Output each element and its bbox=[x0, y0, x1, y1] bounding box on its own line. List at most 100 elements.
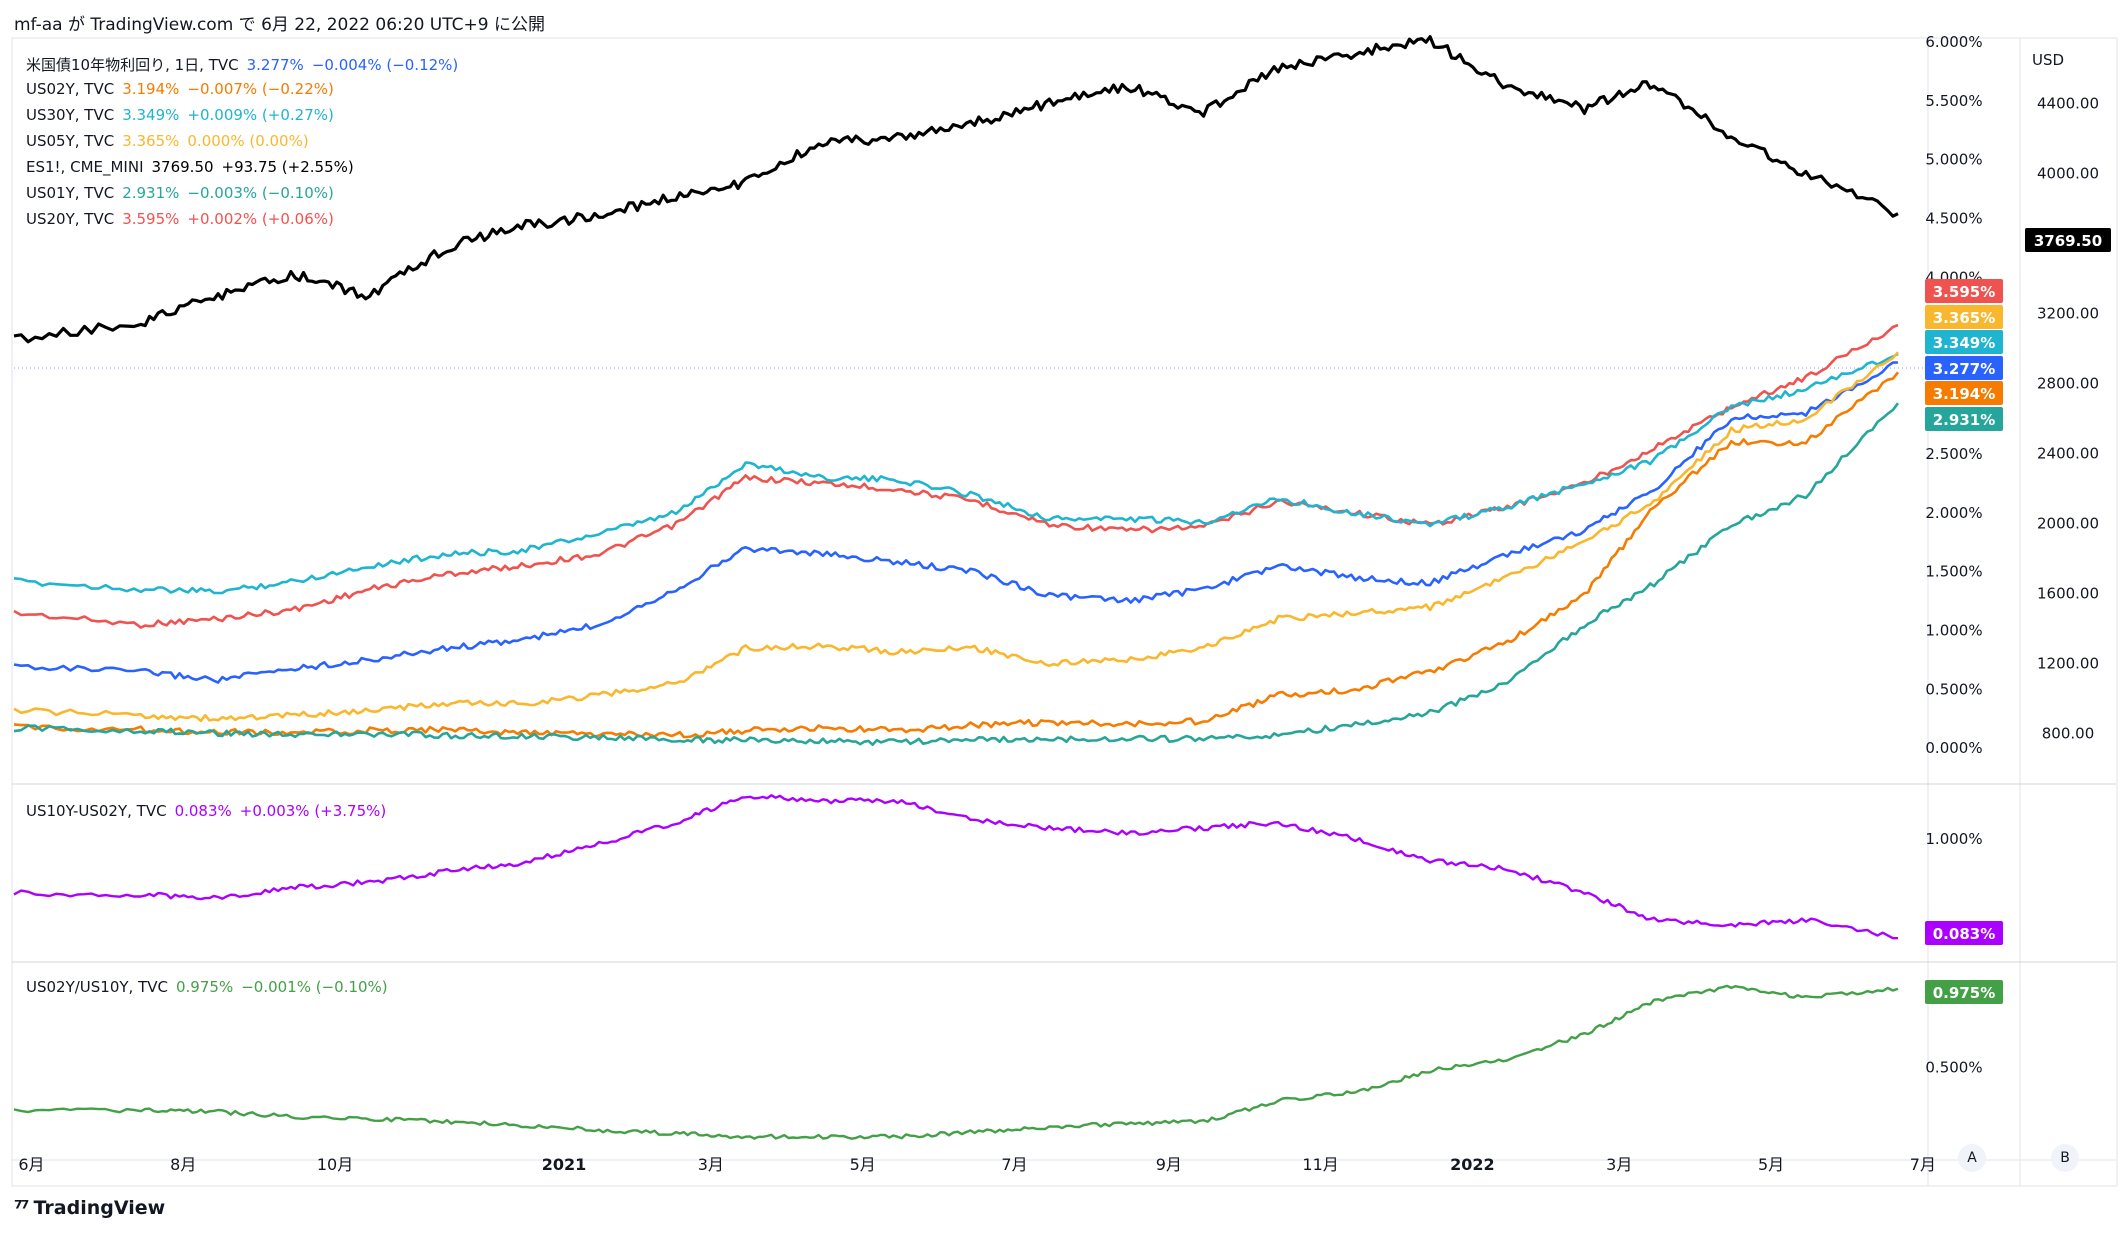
last-value-tag bbox=[1925, 356, 2003, 380]
legend-series-change: −0.007% (−0.22%) bbox=[187, 80, 334, 98]
x-tick-label: 3月 bbox=[698, 1155, 724, 1174]
x-tick-label: 10月 bbox=[317, 1155, 353, 1174]
legend-series-name: US02Y, TVC bbox=[26, 80, 115, 98]
legend-series-name: US30Y, TVC bbox=[26, 106, 115, 124]
usd-tick-label: 3200.00 bbox=[2037, 304, 2099, 322]
usd-tick-label: 4000.00 bbox=[2037, 164, 2099, 182]
legend-series-name: US02Y/US10Y, TVC bbox=[26, 978, 168, 996]
legend-series-value: 3.365% bbox=[122, 132, 180, 150]
series-line-0 bbox=[13, 323, 1899, 629]
last-value-text: 2.931% bbox=[1933, 411, 1995, 429]
yield-tick-label: 1.000% bbox=[1925, 622, 1982, 640]
legend-row[interactable]: US02Y, TVC 3.194% −0.007% (−0.22%) bbox=[26, 80, 342, 98]
yield-tick-label: 2.500% bbox=[1925, 445, 1982, 463]
x-tick-label: 2021 bbox=[542, 1155, 587, 1174]
spread-tick-label: 1.000% bbox=[1925, 830, 1982, 848]
ratio-line bbox=[13, 984, 1899, 1140]
last-value-text: 3.595% bbox=[1933, 283, 1995, 301]
legend-series-change: −0.004% (−0.12%) bbox=[311, 56, 459, 74]
legend-series-change: −0.001% (−0.10%) bbox=[241, 978, 388, 996]
yield-tick-label: 4.500% bbox=[1925, 210, 1982, 228]
legend-series-value: 3.277% bbox=[246, 56, 304, 74]
legend-row[interactable]: US01Y, TVC 2.931% −0.003% (−0.10%) bbox=[26, 184, 342, 202]
legend-series-change: +93.75 (+2.55%) bbox=[221, 158, 354, 176]
yield-tick-label: 5.500% bbox=[1925, 92, 1982, 110]
usd-tick-label: 2400.00 bbox=[2037, 445, 2099, 463]
x-tick-label: 2022 bbox=[1450, 1155, 1495, 1174]
brand-label: TradingView bbox=[33, 1197, 166, 1219]
usd-tick-label: 2800.00 bbox=[2037, 374, 2099, 392]
legend-series-value: 0.975% bbox=[176, 978, 234, 996]
legend-series-value: 3.194% bbox=[122, 80, 180, 98]
legend-row[interactable]: US05Y, TVC 3.365% 0.000% (0.00%) bbox=[26, 132, 317, 150]
legend-series-value: 2.931% bbox=[122, 184, 180, 202]
last-value-tag bbox=[1925, 407, 2003, 431]
series-line-4 bbox=[13, 371, 1900, 739]
yield-tick-label: 5.000% bbox=[1925, 151, 1982, 169]
series-line-3 bbox=[13, 351, 1899, 723]
x-tick-label: 7月 bbox=[1910, 1155, 1936, 1174]
last-value-tag bbox=[1925, 305, 2003, 329]
legend-series-name: US10Y-US02Y, TVC bbox=[26, 802, 167, 820]
last-value-tag bbox=[1925, 921, 2003, 945]
log-scale-button[interactable]: B bbox=[2051, 1144, 2079, 1172]
last-value-tag bbox=[1925, 980, 2003, 1004]
x-tick-label: 5月 bbox=[1758, 1155, 1784, 1174]
spread-line bbox=[13, 794, 1898, 940]
series-line-2 bbox=[13, 361, 1899, 684]
x-tick-label: 3月 bbox=[1606, 1155, 1632, 1174]
last-value-tag bbox=[2025, 228, 2111, 252]
tradingview-icon: ⁷⁷ bbox=[14, 1196, 29, 1220]
x-tick-label: 6月 bbox=[18, 1155, 44, 1174]
legend-row[interactable]: ES1!, CME_MINI 3769.50 +93.75 (+2.55%) bbox=[26, 158, 362, 176]
series-line-5 bbox=[13, 402, 1900, 746]
legend-series-change: +0.009% (+0.27%) bbox=[187, 106, 334, 124]
auto-scale-button[interactable]: A bbox=[1958, 1144, 1986, 1172]
legend-series-value: 3.349% bbox=[122, 106, 180, 124]
legend-series-value: 3769.50 bbox=[151, 158, 214, 176]
series-line-6 bbox=[13, 35, 1899, 344]
series-line-1 bbox=[13, 352, 1899, 595]
legend-series-value: 3.595% bbox=[122, 210, 180, 228]
yield-tick-label: 0.500% bbox=[1925, 680, 1982, 698]
last-value-text: 0.083% bbox=[1933, 925, 1995, 943]
last-value-text: 3.349% bbox=[1933, 334, 1995, 352]
legend-row[interactable]: US10Y-US02Y, TVC 0.083% +0.003% (+3.75%) bbox=[26, 802, 394, 820]
usd-tick-label: 2000.00 bbox=[2037, 515, 2099, 533]
legend-row[interactable]: 米国債10年物利回り, 1日, TVC 3.277% −0.004% (−0.12%… bbox=[26, 54, 466, 75]
legend-row[interactable]: US30Y, TVC 3.349% +0.009% (+0.27%) bbox=[26, 106, 342, 124]
last-value-tag bbox=[1925, 279, 2003, 303]
chart-frame bbox=[11, 37, 2118, 1187]
last-value-text: 0.975% bbox=[1933, 984, 1995, 1002]
legend-series-change: +0.002% (+0.06%) bbox=[187, 210, 334, 228]
last-value-text: 3769.50 bbox=[2034, 232, 2102, 250]
legend-series-name: 米国債10年物利回り, 1日, TVC bbox=[26, 56, 239, 74]
x-tick-label: 7月 bbox=[1001, 1155, 1027, 1174]
legend-series-name: US05Y, TVC bbox=[26, 132, 115, 150]
last-value-text: 3.277% bbox=[1933, 360, 1995, 378]
yield-tick-label: 1.500% bbox=[1925, 563, 1982, 581]
x-tick-label: 9月 bbox=[1156, 1155, 1182, 1174]
usd-tick-label: 1200.00 bbox=[2037, 655, 2099, 673]
x-tick-label: 5月 bbox=[850, 1155, 876, 1174]
legend-row[interactable]: US20Y, TVC 3.595% +0.002% (+0.06%) bbox=[26, 210, 342, 228]
legend-series-change: 0.000% (0.00%) bbox=[187, 132, 309, 150]
yield-tick-label: 6.000% bbox=[1925, 33, 1982, 51]
legend-series-name: US01Y, TVC bbox=[26, 184, 115, 202]
x-tick-label: 11月 bbox=[1302, 1155, 1338, 1174]
usd-tick-label: 800.00 bbox=[2042, 725, 2095, 743]
header-caption: mf-aa が TradingView.com で 6月 22, 2022 06… bbox=[14, 15, 545, 35]
last-value-text: 3.194% bbox=[1933, 385, 1995, 403]
legend-row[interactable]: US02Y/US10Y, TVC 0.975% −0.001% (−0.10%) bbox=[26, 978, 396, 996]
usd-tick-label: 1600.00 bbox=[2037, 585, 2099, 603]
usd-axis-title: USD bbox=[2032, 51, 2064, 69]
x-tick-label: 8月 bbox=[170, 1155, 196, 1174]
last-value-text: 3.365% bbox=[1933, 309, 1995, 327]
yield-tick-label: 0.000% bbox=[1925, 739, 1982, 757]
last-value-tag bbox=[1925, 330, 2003, 354]
legend-series-name: ES1!, CME_MINI bbox=[26, 158, 144, 176]
brand-logo[interactable]: ⁷⁷ TradingView bbox=[14, 1196, 165, 1220]
last-value-tag bbox=[1925, 381, 2003, 405]
